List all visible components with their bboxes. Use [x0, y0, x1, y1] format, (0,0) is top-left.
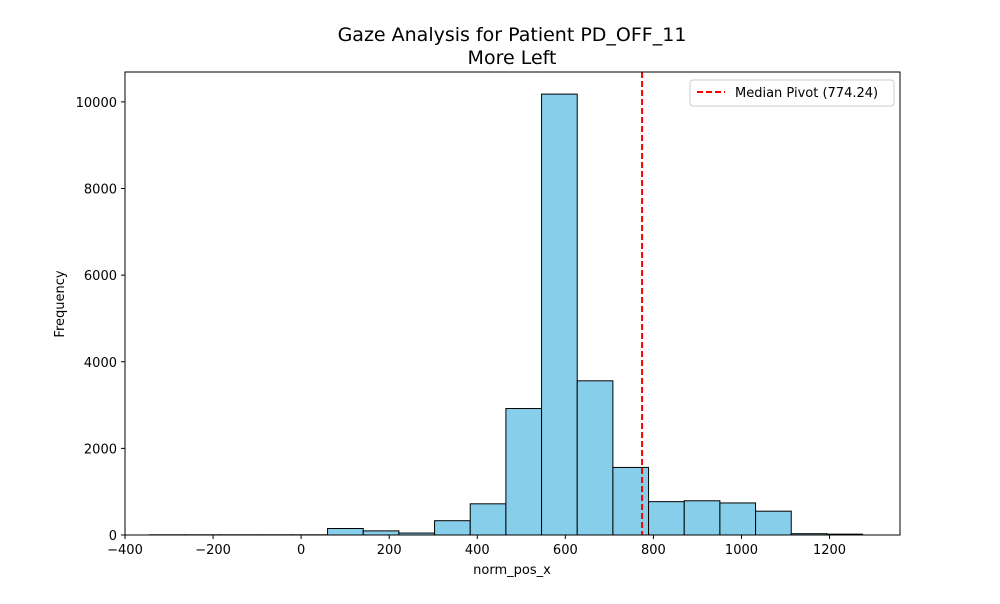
- x-tick-label: −400: [107, 543, 143, 558]
- x-tick-label: 600: [553, 543, 578, 558]
- y-tick-label: 10000: [76, 96, 117, 111]
- x-tick-label: 200: [377, 543, 402, 558]
- histogram-bar: [756, 511, 792, 535]
- histogram-bar: [720, 503, 756, 535]
- y-tick-label: 2000: [84, 442, 117, 457]
- x-tick-label: 400: [465, 543, 490, 558]
- histogram-bar: [577, 381, 613, 535]
- histogram-bar: [542, 94, 578, 535]
- y-axis-label: Frequency: [53, 270, 68, 337]
- y-tick-label: 0: [109, 529, 117, 544]
- x-tick-label: −200: [195, 543, 231, 558]
- x-tick-label: 0: [297, 543, 305, 558]
- x-tick-label: 1200: [813, 543, 846, 558]
- y-tick-label: 4000: [84, 356, 117, 371]
- chart-title: Gaze Analysis for Patient PD_OFF_11: [338, 24, 687, 46]
- histogram-bar: [649, 502, 685, 535]
- histogram-bar: [435, 521, 471, 535]
- chart-subtitle: More Left: [468, 47, 557, 69]
- x-tick-label: 800: [641, 543, 666, 558]
- histogram-bar: [506, 409, 542, 535]
- bars-layer: [149, 94, 862, 535]
- legend-label: Median Pivot (774.24): [735, 86, 878, 101]
- legend: Median Pivot (774.24): [690, 80, 894, 106]
- y-tick-label: 8000: [84, 183, 117, 198]
- histogram-bar: [470, 504, 506, 535]
- histogram-bar: [363, 531, 399, 535]
- y-tick-label: 6000: [84, 269, 117, 284]
- histogram-bar: [328, 529, 364, 535]
- x-axis-label: norm_pos_x: [473, 563, 551, 578]
- histogram-bar: [684, 501, 720, 535]
- axes-layer: −400 −200 0 200 400 600 800 1000 1200 0 2000 4000 60…: [76, 72, 900, 558]
- x-tick-label: 1000: [725, 543, 758, 558]
- histogram-bar: [613, 467, 649, 535]
